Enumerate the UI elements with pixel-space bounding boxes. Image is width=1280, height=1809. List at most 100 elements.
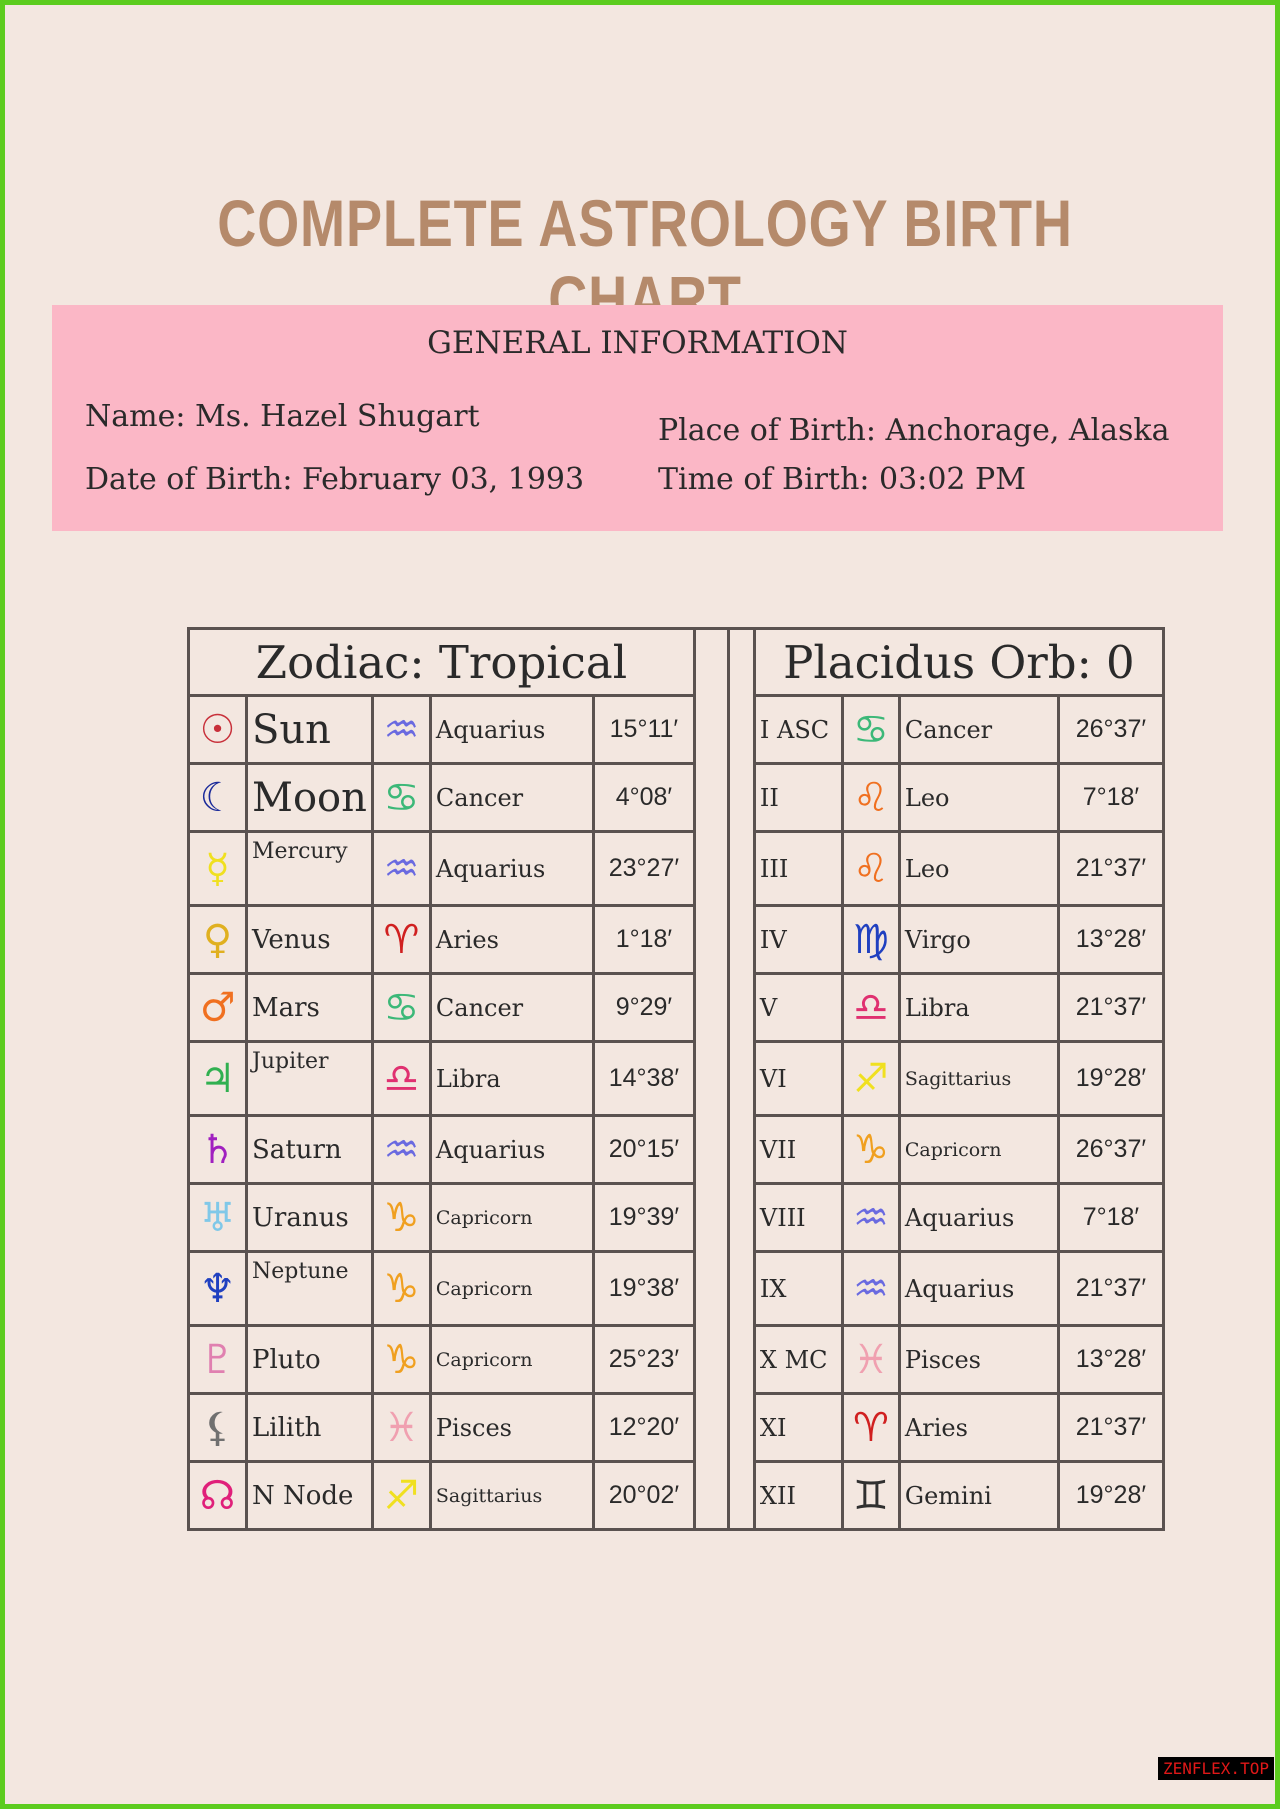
house-number: III	[752, 830, 844, 907]
house-degree: 26°37′	[1056, 694, 1165, 765]
sign-glyph-icon: ♋︎	[370, 972, 432, 1043]
house-sign: Capricorn	[897, 1114, 1060, 1185]
house-degree: 21°37′	[1056, 830, 1165, 907]
planet-glyph-icon: ♆︎	[187, 1250, 248, 1327]
planet-name: Mars	[245, 972, 374, 1043]
page-title: COMPLETE ASTROLOGY BIRTH CHART	[217, 186, 1073, 336]
planet-degree: 1°18′	[591, 904, 696, 975]
house-sign-glyph-icon: ♑︎	[840, 1114, 901, 1185]
sign-glyph-icon: ♒︎	[370, 830, 432, 907]
house-number: I ASC	[752, 694, 844, 765]
spacer-column	[692, 627, 730, 1531]
planet-degree: 20°02′	[591, 1460, 696, 1531]
house-sign: Sagittarius	[897, 1040, 1060, 1117]
house-degree: 13°28′	[1056, 904, 1165, 975]
planet-sign: Aquarius	[428, 1114, 595, 1185]
planet-name: Saturn	[245, 1114, 374, 1185]
planet-sign: Sagittarius	[428, 1460, 595, 1531]
planet-sign: Cancer	[428, 972, 595, 1043]
house-sign: Leo	[897, 762, 1060, 833]
table-row: ☾︎ Moon ♋︎ Cancer 4°08′ II ♌︎ Leo 7°18′	[187, 762, 1165, 833]
house-sign-glyph-icon: ♋︎	[840, 694, 901, 765]
sign-glyph-icon: ♐︎	[370, 1460, 432, 1531]
planet-glyph-icon: ♇︎	[187, 1324, 248, 1395]
planet-degree: 15°11′	[591, 694, 696, 765]
planet-name: Jupiter	[245, 1040, 374, 1117]
planet-name: Uranus	[245, 1182, 374, 1253]
sign-glyph-icon: ♒︎	[370, 694, 432, 765]
house-degree: 26°37′	[1056, 1114, 1165, 1185]
house-degree: 19°28′	[1056, 1460, 1165, 1531]
planet-degree: 4°08′	[591, 762, 696, 833]
sign-glyph-icon: ♑︎	[370, 1250, 432, 1327]
house-number: VI	[752, 1040, 844, 1117]
planet-sign: Capricorn	[428, 1250, 595, 1327]
house-sign: Virgo	[897, 904, 1060, 975]
planet-glyph-icon: ☾︎	[187, 762, 248, 833]
planet-name: Sun	[245, 694, 374, 765]
planet-name: Neptune	[245, 1250, 374, 1327]
general-information-heading: GENERAL INFORMATION	[427, 325, 848, 361]
house-degree: 21°37′	[1056, 972, 1165, 1043]
house-sign: Cancer	[897, 694, 1060, 765]
house-degree: 19°28′	[1056, 1040, 1165, 1117]
table-row: ☉︎ Sun ♒︎ Aquarius 15°11′ I ASC ♋︎ Cancer 26°37′	[187, 694, 1165, 765]
house-number: IX	[752, 1250, 844, 1327]
planet-name: Venus	[245, 904, 374, 975]
planet-name: Lilith	[245, 1392, 374, 1463]
planet-glyph-icon: ♅︎	[187, 1182, 248, 1253]
planet-degree: 23°27′	[591, 830, 696, 907]
table-row: ♄︎ Saturn ♒︎ Aquarius 20°15′ VII ♑︎ Capricorn 26…	[187, 1114, 1165, 1185]
planet-glyph-icon: ☿︎	[187, 830, 248, 907]
planet-degree: 20°15′	[591, 1114, 696, 1185]
planet-sign: Aries	[428, 904, 595, 975]
name-field: Name: Ms. Hazel Shugart	[85, 399, 480, 434]
table-row: ♅︎ Uranus ♑︎ Capricorn 19°39′ VIII ♒︎ Aquarius 7…	[187, 1182, 1165, 1253]
planet-glyph-icon: ⚸︎	[187, 1392, 248, 1463]
house-sign-glyph-icon: ♌︎	[840, 762, 901, 833]
table-row: ♇︎ Pluto ♑︎ Capricorn 25°23′ X MC ♓︎ Pisces 13°2…	[187, 1324, 1165, 1395]
planet-degree: 9°29′	[591, 972, 696, 1043]
planet-name: Mercury	[245, 830, 374, 907]
house-number: VII	[752, 1114, 844, 1185]
planet-degree: 14°38′	[591, 1040, 696, 1117]
planet-glyph-icon: ☉︎	[187, 694, 248, 765]
house-number: X MC	[752, 1324, 844, 1395]
sign-glyph-icon: ♈︎	[370, 904, 432, 975]
house-number: XI	[752, 1392, 844, 1463]
planet-sign: Aquarius	[428, 830, 595, 907]
planet-sign: Capricorn	[428, 1324, 595, 1395]
house-sign-glyph-icon: ♐︎	[840, 1040, 901, 1117]
planet-sign: Libra	[428, 1040, 595, 1117]
page: COMPLETE ASTROLOGY BIRTH CHART GENERAL I…	[5, 5, 1275, 1804]
planet-sign: Cancer	[428, 762, 595, 833]
house-sign-glyph-icon: ♊︎	[840, 1460, 901, 1531]
house-sign: Libra	[897, 972, 1060, 1043]
planet-name: N Node	[245, 1460, 374, 1531]
planet-degree: 19°38′	[591, 1250, 696, 1327]
time-of-birth-field: Time of Birth: 03:02 PM	[658, 462, 1026, 497]
house-number: IV	[752, 904, 844, 975]
table-row: ♃︎ Jupiter ♎︎ Libra 14°38′ VI ♐︎ Sagittarius 19°…	[187, 1040, 1165, 1117]
planet-sign: Pisces	[428, 1392, 595, 1463]
house-sign-glyph-icon: ♒︎	[840, 1182, 901, 1253]
house-sign: Aquarius	[897, 1250, 1060, 1327]
date-of-birth-field: Date of Birth: February 03, 1993	[85, 462, 585, 497]
house-sign-glyph-icon: ♈︎	[840, 1392, 901, 1463]
zodiac-header: Zodiac: Tropical	[187, 627, 696, 697]
house-degree: 21°37′	[1056, 1392, 1165, 1463]
planet-glyph-icon: ♂︎	[187, 972, 248, 1043]
house-sign: Aries	[897, 1392, 1060, 1463]
planet-name: Pluto	[245, 1324, 374, 1395]
house-sign: Leo	[897, 830, 1060, 907]
house-number: XII	[752, 1460, 844, 1531]
house-sign-glyph-icon: ♎︎	[840, 972, 901, 1043]
table-row: ♆︎ Neptune ♑︎ Capricorn 19°38′ IX ♒︎ Aquarius 21…	[187, 1250, 1165, 1327]
house-number: V	[752, 972, 844, 1043]
planet-degree: 19°39′	[591, 1182, 696, 1253]
house-sign-glyph-icon: ♒︎	[840, 1250, 901, 1327]
spacer-column	[726, 627, 756, 1531]
table-row: ☊︎ N Node ♐︎ Sagittarius 20°02′ XII ♊︎ Gemini 19…	[187, 1460, 1165, 1531]
general-information-panel: GENERAL INFORMATION Name: Ms. Hazel Shug…	[52, 305, 1223, 531]
planet-sign: Aquarius	[428, 694, 595, 765]
